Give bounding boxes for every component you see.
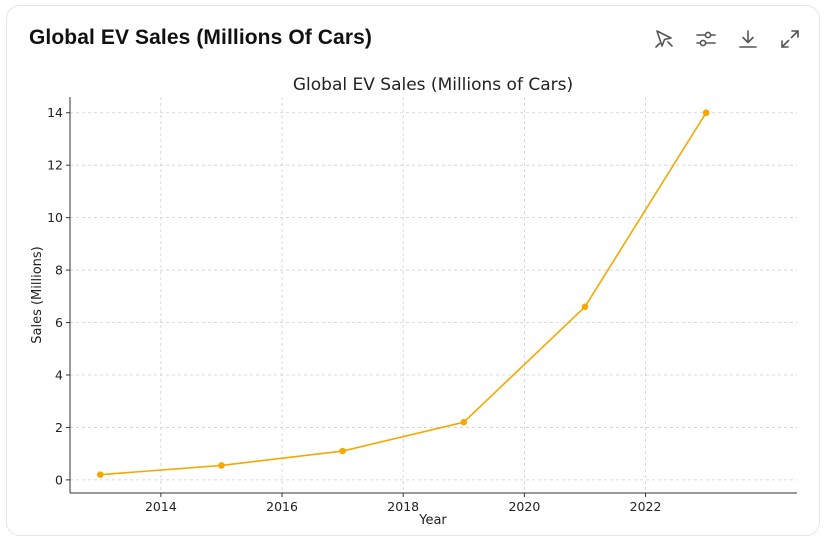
y-tick-label: 4 (55, 367, 63, 382)
data-point (339, 447, 346, 455)
y-tick-label: 14 (47, 105, 63, 120)
chart-card: Global EV Sales (Millions Of Cars) (6, 5, 820, 536)
chart-settings-button[interactable] (693, 26, 719, 52)
y-tick-label: 2 (55, 420, 63, 435)
y-tick-label: 0 (55, 472, 63, 487)
x-tick-label: 2014 (145, 499, 177, 514)
interactive-toggle-button[interactable] (651, 26, 677, 52)
chart-toolbar (651, 26, 803, 52)
y-tick-label: 6 (55, 315, 63, 330)
data-point (581, 303, 589, 311)
x-tick-label: 2020 (508, 499, 540, 514)
y-tick-label: 8 (55, 263, 63, 278)
data-point (702, 109, 710, 117)
expand-button[interactable] (777, 26, 803, 52)
grid (70, 97, 797, 493)
series-line (100, 112, 707, 476)
x-tick-label: 2022 (630, 499, 662, 514)
series (96, 109, 710, 478)
expand-icon (781, 30, 799, 48)
x-axis-label: Year (418, 513, 447, 528)
download-icon (739, 30, 757, 48)
download-button[interactable] (735, 26, 761, 52)
data-point (218, 462, 225, 469)
y-tick-label: 12 (47, 158, 63, 173)
interactive-pointer-icon (655, 30, 673, 48)
axes: 2014 2016 2018 2020 2022 0 2 4 6 8 10 12 14 (47, 97, 797, 514)
data-point (460, 418, 468, 426)
sliders-icon (696, 31, 716, 47)
y-tick-label: 10 (47, 210, 63, 225)
chart-title: Global EV Sales (Millions of Cars) (293, 75, 573, 95)
x-tick-label: 2018 (387, 499, 419, 514)
x-tick-label: 2016 (266, 499, 298, 514)
y-axis-label: Sales (Millions) (30, 246, 45, 344)
card-title: Global EV Sales (Millions Of Cars) (29, 26, 372, 49)
data-point (96, 471, 104, 478)
